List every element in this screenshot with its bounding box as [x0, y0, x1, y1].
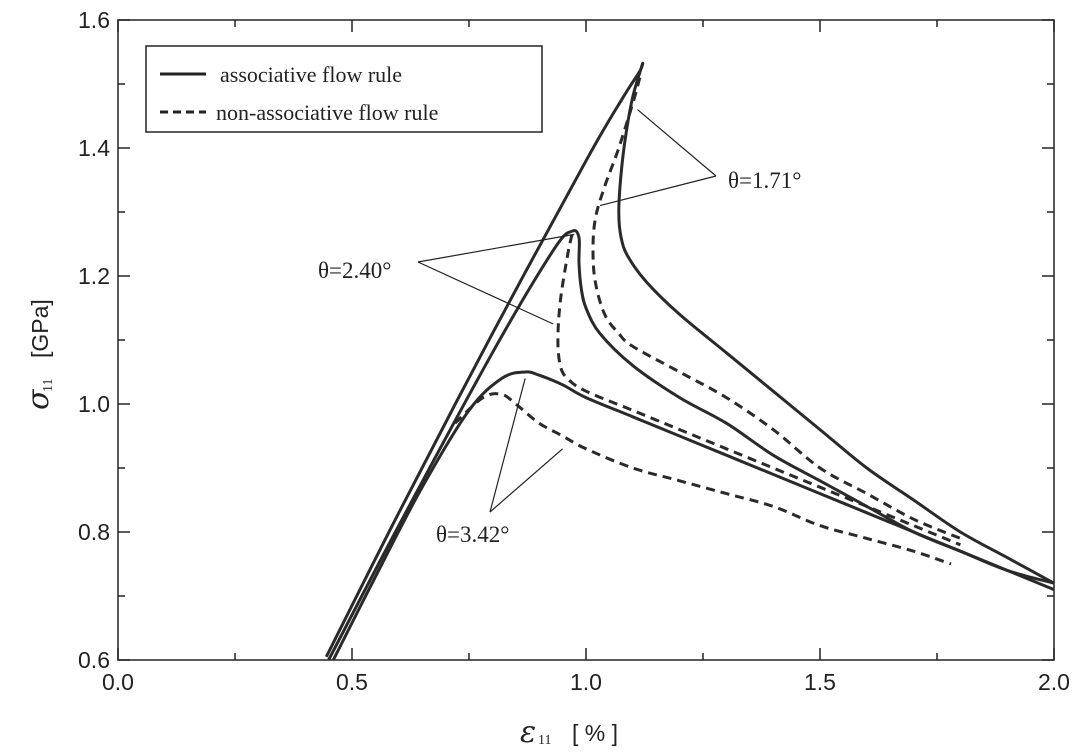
y-tick-label: 1.6 [78, 7, 110, 33]
y-tick-label: 1.0 [78, 391, 110, 417]
y-tick-label: 1.4 [78, 135, 110, 161]
annotation-leader-line [637, 109, 717, 177]
chart-annotations: θ=1.71° θ=2.40° θ=3.42° [318, 109, 801, 547]
curve-dashed-1 [591, 77, 961, 540]
annotation-leader-line [489, 448, 563, 513]
curve-solid-4 [331, 370, 1055, 661]
y-axis-unit: [GPa] [27, 299, 53, 358]
x-axis-symbol: ε [520, 715, 536, 750]
y-axis-symbol: σ [21, 388, 56, 410]
curve-dashed-3 [556, 234, 961, 547]
annotation-label: θ=2.40° [318, 258, 391, 283]
annotation-leader-line [417, 261, 554, 325]
x-axis-unit: [ % ] [572, 720, 618, 746]
legend-label-non-associative: non-associative flow rule [216, 100, 438, 125]
curve-dashed-5 [453, 392, 952, 566]
curve-solid-0 [324, 61, 1055, 658]
y-tick-label: 0.6 [78, 647, 110, 673]
y-tick-label: 1.2 [78, 263, 110, 289]
legend-box [145, 45, 543, 133]
x-tick-label: 0.5 [336, 669, 368, 695]
y-tick-label: 0.8 [78, 519, 110, 545]
annotation-label: θ=1.71° [728, 168, 801, 193]
annotation-label: θ=3.42° [436, 522, 509, 547]
legend: associative flow rule non-associative fl… [145, 45, 543, 133]
annotation-leader-line [417, 233, 575, 263]
y-axis-subscript: 11 [41, 379, 56, 392]
y-axis-label: σ 11 [GPa] [21, 299, 56, 410]
axis-ticks [117, 19, 1055, 661]
x-tick-label: 1.0 [570, 669, 602, 695]
x-tick-label: 0.0 [102, 669, 134, 695]
annotation-leader-line [489, 378, 526, 513]
legend-label-associative: associative flow rule [220, 62, 402, 87]
axis-tick-labels: 0.0 0.5 1.0 1.5 2.0 0.6 0.8 1.0 1.2 1.4 1.6 [78, 7, 1070, 695]
annotation-leader-line [599, 175, 717, 207]
x-axis-label: ε 11 [ % ] [520, 715, 618, 750]
x-tick-label: 1.5 [804, 669, 836, 695]
x-tick-label: 2.0 [1038, 669, 1070, 695]
chart-curves [324, 61, 1055, 661]
curve-solid-2 [327, 229, 1055, 661]
x-axis-subscript: 11 [538, 733, 551, 748]
